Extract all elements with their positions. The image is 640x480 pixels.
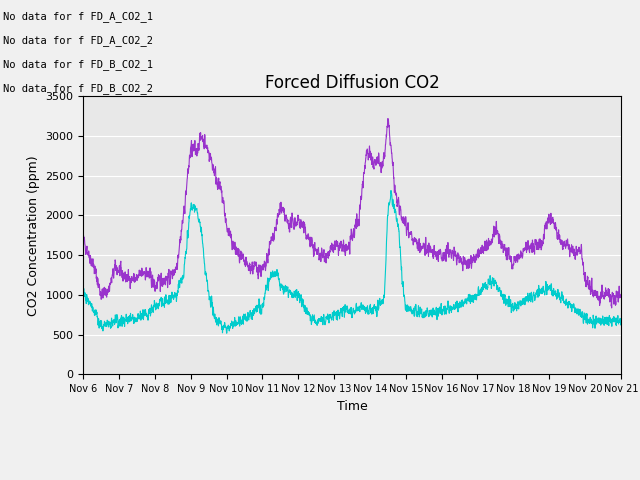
Text: No data for f FD_B_CO2_1: No data for f FD_B_CO2_1 [3, 59, 153, 70]
FD_C_CO2_2 [141, 312, 148, 317]
FD_C_CO2_2 [173, 299, 180, 304]
Line: FD_C_CO2_2: FD_C_CO2_2 [83, 191, 621, 333]
FD_C_CO2_2 [285, 288, 293, 293]
FD_C_CO2_1 [548, 216, 556, 221]
FD_C_CO2_2 [309, 313, 317, 319]
FD_C_CO2_1 [141, 269, 148, 275]
Title: Forced Diffusion CO2: Forced Diffusion CO2 [264, 73, 440, 92]
FD_C_CO2_2 [617, 320, 625, 326]
FD_C_CO2_1 [607, 292, 614, 298]
FD_C_CO2_1 [79, 236, 87, 241]
Y-axis label: CO2 Concentration (ppm): CO2 Concentration (ppm) [27, 155, 40, 315]
FD_C_CO2_2 [607, 320, 614, 325]
FD_C_CO2_2 [549, 288, 557, 294]
Text: No data for f FD_B_CO2_2: No data for f FD_B_CO2_2 [3, 83, 153, 94]
Text: No data for f FD_A_CO2_2: No data for f FD_A_CO2_2 [3, 35, 153, 46]
FD_C_CO2_2 [79, 292, 87, 298]
FD_C_CO2_1 [617, 291, 625, 297]
Text: No data for f FD_A_CO2_1: No data for f FD_A_CO2_1 [3, 11, 153, 22]
FD_C_CO2_1 [309, 245, 317, 251]
FD_C_CO2_1 [173, 264, 180, 270]
FD_C_CO2_2 [387, 188, 395, 193]
X-axis label: Time: Time [337, 400, 367, 413]
FD_C_CO2_1 [384, 116, 392, 121]
FD_C_CO2_1 [285, 229, 293, 235]
Line: FD_C_CO2_1: FD_C_CO2_1 [83, 119, 621, 308]
FD_C_CO2_1 [608, 305, 616, 311]
FD_C_CO2_2 [223, 330, 230, 336]
